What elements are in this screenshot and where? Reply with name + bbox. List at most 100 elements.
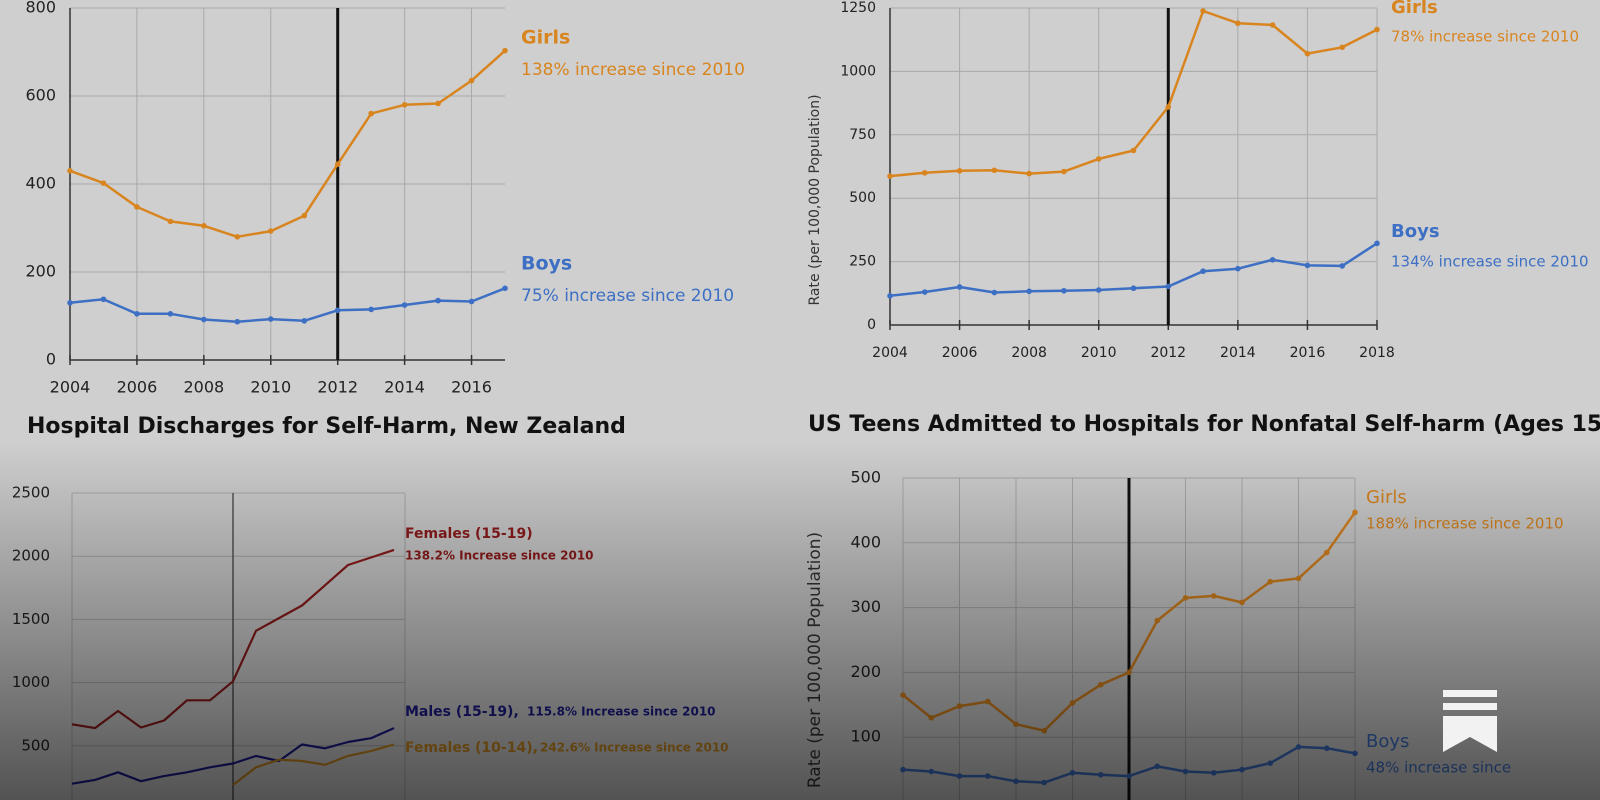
- point: [1323, 745, 1330, 752]
- point: [984, 698, 991, 705]
- chart: 0 250 500 750 1000 1250 2004 2006 2008 2010 2012 20…: [807, 0, 1589, 361]
- y-tick-label: 600: [25, 86, 56, 105]
- point: [984, 773, 991, 779]
- point: [1200, 8, 1206, 14]
- point: [1041, 727, 1048, 734]
- series-line: [69, 287, 506, 323]
- point: [201, 316, 207, 323]
- series-line: [69, 49, 506, 239]
- point: [1304, 262, 1311, 269]
- x-tick-label: 2008: [183, 378, 224, 397]
- point: [928, 768, 935, 775]
- chart-title: US Teens Admitted to Hospitals for Nonfa…: [808, 412, 1600, 437]
- point: [1126, 773, 1132, 779]
- point: [67, 168, 73, 174]
- point: [900, 692, 906, 698]
- point: [1352, 509, 1358, 516]
- y-axis-label: Rate (per 100,000 Population): [807, 94, 823, 305]
- point: [468, 77, 475, 84]
- point: [1269, 257, 1276, 263]
- point: [1267, 760, 1274, 766]
- y-tick-label: 500: [21, 736, 50, 754]
- series-label: Boys: [1391, 221, 1440, 242]
- point: [401, 102, 408, 108]
- point: [301, 212, 308, 219]
- annotation: 115.8% Increase since 2010: [527, 705, 716, 719]
- y-tick-label: 300: [850, 597, 881, 616]
- y-tick-label: 500: [849, 190, 876, 206]
- series-label: Boys: [1366, 731, 1409, 752]
- y-tick-label: 400: [25, 174, 56, 193]
- x-tick-label: 2010: [1081, 345, 1117, 361]
- point: [1352, 750, 1358, 757]
- point: [1239, 599, 1245, 606]
- y-tick-label: 1000: [840, 63, 876, 79]
- point: [1097, 771, 1104, 778]
- series-label: Girls: [521, 27, 570, 49]
- point: [1154, 617, 1161, 624]
- y-tick-label: 750: [849, 127, 876, 143]
- point: [887, 173, 893, 179]
- point: [167, 311, 174, 317]
- point: [1239, 766, 1245, 773]
- point: [267, 316, 274, 322]
- point: [956, 168, 963, 174]
- point: [1026, 170, 1032, 177]
- y-tick-label: 250: [849, 254, 876, 270]
- annotation: 138.2% Increase since 2010: [405, 549, 594, 563]
- annotation: 48% increase since: [1366, 759, 1511, 777]
- point: [1130, 147, 1137, 154]
- x-tick-label: 2016: [451, 378, 492, 397]
- point: [1267, 578, 1274, 585]
- y-tick-label: 500: [850, 468, 881, 487]
- point: [991, 289, 998, 296]
- annotation: 242.6% Increase since 2010: [540, 741, 729, 755]
- point: [1182, 768, 1189, 775]
- point: [1069, 700, 1076, 706]
- point: [435, 100, 441, 107]
- point: [67, 300, 73, 306]
- annotation: 134% increase since 2010: [1391, 253, 1589, 271]
- point: [502, 47, 508, 54]
- point: [1069, 770, 1076, 776]
- point: [334, 161, 341, 167]
- point: [435, 297, 441, 304]
- x-tick-label: 2016: [1290, 345, 1326, 361]
- point: [1210, 770, 1217, 776]
- x-tick-label: 2018: [1359, 345, 1395, 361]
- point: [1095, 287, 1102, 293]
- point: [301, 318, 308, 324]
- x-tick-label: 2010: [250, 378, 291, 397]
- chart: 0 200 400 600 800 2004 2006 2008 2010 2012 2014 201…: [25, 0, 744, 397]
- annotation: 138% increase since 2010: [521, 60, 745, 80]
- y-tick-label: 100: [850, 727, 881, 746]
- point: [134, 311, 140, 317]
- series-label: Girls: [1391, 0, 1438, 18]
- point: [991, 167, 998, 174]
- x-tick-label: 2012: [317, 378, 358, 397]
- point: [928, 714, 935, 721]
- point: [1154, 763, 1161, 770]
- point: [900, 766, 906, 773]
- point: [1182, 595, 1189, 601]
- annotation: 75% increase since 2010: [521, 286, 734, 306]
- point: [134, 204, 140, 210]
- point: [1165, 104, 1172, 110]
- y-tick-label: 1500: [12, 610, 50, 628]
- annotation: 78% increase since 2010: [1391, 28, 1579, 46]
- x-tick-label: 2006: [942, 345, 978, 361]
- y-tick-label: 2000: [12, 547, 50, 565]
- series-label: Girls: [1366, 487, 1407, 508]
- point: [502, 285, 508, 292]
- point: [1295, 744, 1302, 750]
- y-axis-label: Rate (per 100,000 Population): [805, 532, 825, 788]
- point: [1295, 575, 1302, 582]
- series-label: Males (15-19),: [405, 704, 519, 720]
- point: [956, 284, 963, 290]
- series-label: Females (10-14),: [405, 740, 538, 756]
- point: [1095, 156, 1102, 162]
- x-tick-label: 2014: [384, 378, 425, 397]
- point: [201, 223, 207, 229]
- y-tick-label: 0: [46, 350, 56, 369]
